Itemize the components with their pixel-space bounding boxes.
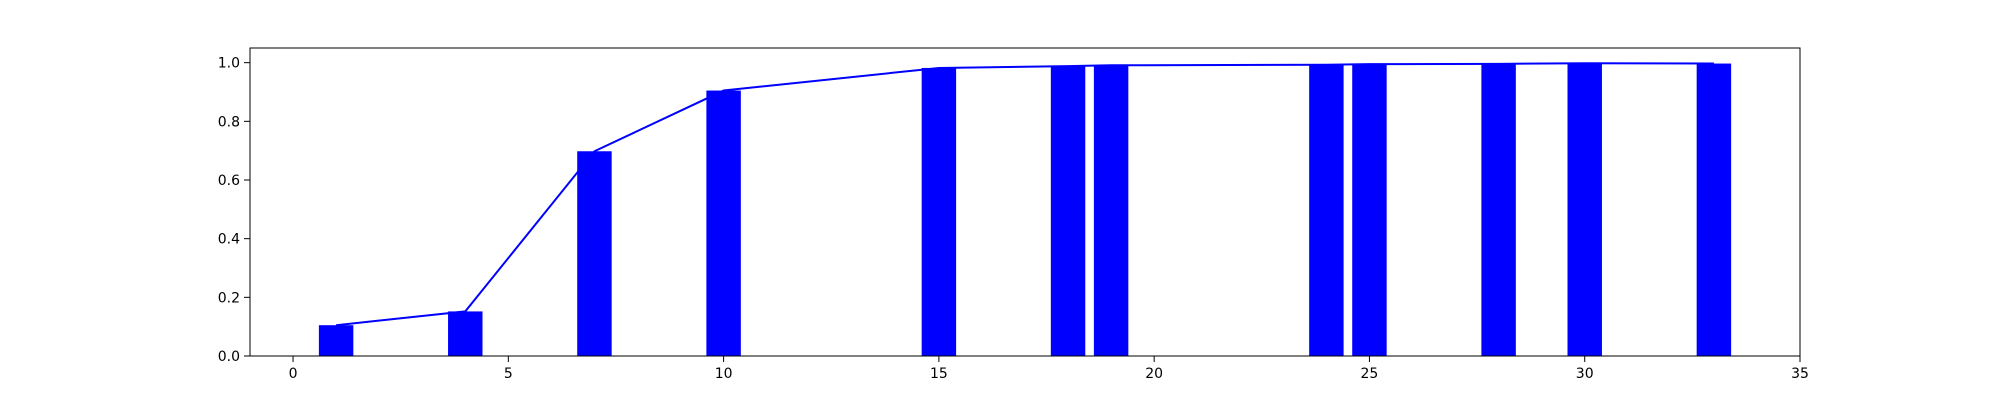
x-tick-label: 20 bbox=[1145, 366, 1163, 382]
series-line bbox=[336, 62, 1714, 327]
bar bbox=[1093, 65, 1129, 356]
bar bbox=[1696, 63, 1732, 357]
plot-area bbox=[250, 48, 1800, 356]
bar bbox=[1309, 64, 1344, 356]
bar bbox=[1352, 64, 1387, 356]
x-tick-label: 5 bbox=[504, 366, 513, 382]
x-tick-label: 15 bbox=[930, 366, 948, 382]
x-tick-label: 25 bbox=[1361, 366, 1379, 382]
plot-frame bbox=[249, 47, 1801, 357]
bar bbox=[577, 151, 612, 356]
y-tick-label: 0.6 bbox=[218, 173, 240, 189]
bar bbox=[448, 311, 483, 356]
bar bbox=[318, 325, 354, 356]
x-axis: 0 5 10 15 20 25 30 35 bbox=[289, 356, 1809, 382]
line-group bbox=[336, 62, 1714, 327]
y-tick-label: 0.2 bbox=[218, 290, 240, 306]
y-tick-label: 0.8 bbox=[218, 114, 240, 130]
y-axis: 0.0 0.2 0.4 0.6 0.8 1.0 bbox=[218, 56, 250, 365]
bar bbox=[706, 90, 741, 357]
y-tick-label: 1.0 bbox=[218, 56, 240, 72]
x-tick-label: 30 bbox=[1576, 366, 1594, 382]
y-tick-label: 0.4 bbox=[218, 232, 240, 248]
x-tick-label: 10 bbox=[715, 366, 733, 382]
bar bbox=[1567, 63, 1602, 357]
bar bbox=[1481, 63, 1516, 357]
bar bbox=[1050, 66, 1086, 356]
x-tick-label: 35 bbox=[1791, 366, 1809, 382]
bar bbox=[921, 67, 957, 357]
bars-group bbox=[318, 63, 1732, 357]
x-tick-label: 0 bbox=[289, 366, 298, 382]
y-tick-label: 0.0 bbox=[218, 349, 240, 365]
